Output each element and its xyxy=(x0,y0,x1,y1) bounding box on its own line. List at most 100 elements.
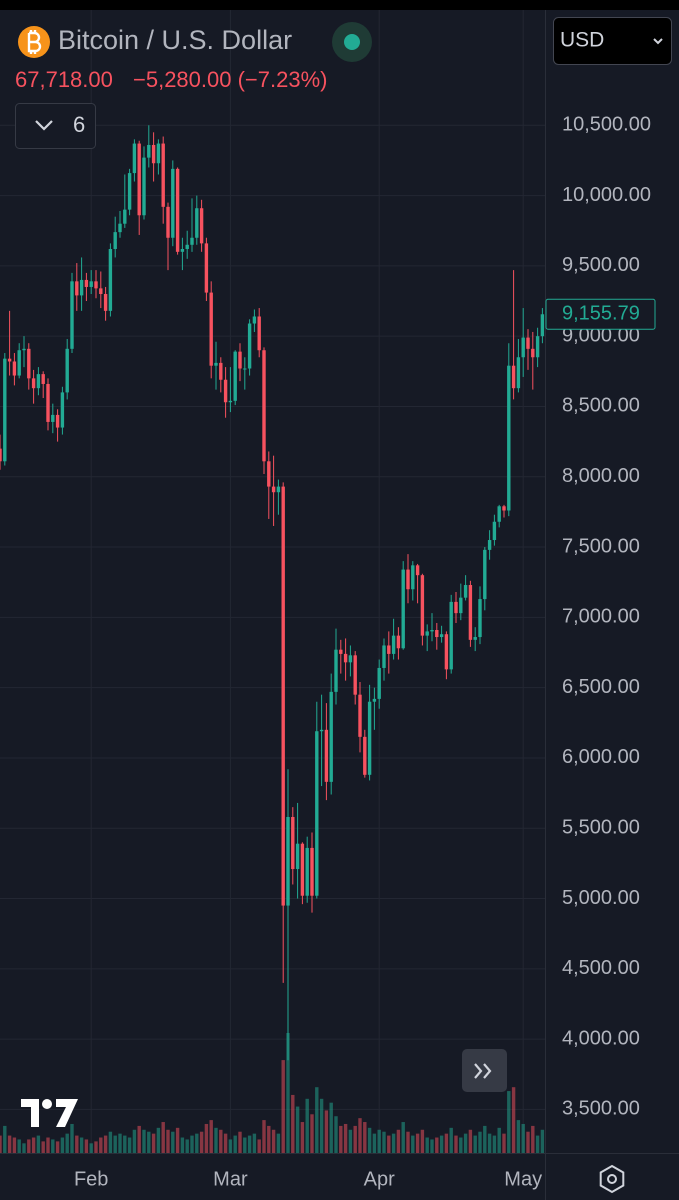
volume-bar xyxy=(27,1139,31,1153)
candle-body xyxy=(190,237,194,245)
y-tick-label: 4,500.00 xyxy=(562,957,640,979)
volume-bar xyxy=(348,1129,353,1153)
volume-bar xyxy=(60,1137,65,1153)
volume-bar xyxy=(454,1135,458,1153)
volume-bar xyxy=(70,1123,74,1153)
volume-bar xyxy=(238,1131,242,1153)
settings-icon[interactable] xyxy=(599,1164,625,1194)
volume-bar xyxy=(209,1120,213,1153)
volume-bar xyxy=(36,1135,41,1153)
grid xyxy=(0,10,545,1153)
currency-dropdown[interactable] xyxy=(553,17,672,65)
candle-body xyxy=(353,655,357,695)
candle-body xyxy=(391,635,396,654)
volume-bar xyxy=(166,1129,170,1153)
candle-body xyxy=(161,143,165,207)
volume-bar xyxy=(137,1125,141,1153)
y-tick-label: 6,000.00 xyxy=(562,746,640,768)
candle-body xyxy=(372,698,377,702)
candle-body xyxy=(27,348,31,379)
candle-body xyxy=(113,232,117,250)
candle-body xyxy=(291,816,295,870)
volume-bar xyxy=(123,1135,127,1153)
y-tick-label: 4,000.00 xyxy=(562,1027,640,1049)
candle-body xyxy=(535,336,540,358)
volume-bar xyxy=(31,1137,36,1153)
volume-bar xyxy=(228,1139,233,1153)
volume-bar xyxy=(367,1127,372,1153)
candle-body xyxy=(204,243,209,293)
status-bar xyxy=(0,0,679,10)
candle-body xyxy=(156,143,161,164)
currency-select[interactable]: USD xyxy=(553,17,672,65)
volume-bar xyxy=(420,1129,425,1153)
candle-body xyxy=(60,392,65,428)
volume-bar xyxy=(276,1133,281,1153)
volume-bar xyxy=(214,1127,218,1153)
candle-body xyxy=(487,540,492,550)
volume-bar xyxy=(65,1133,69,1153)
volume-bar xyxy=(84,1139,89,1153)
candle-body xyxy=(94,281,98,289)
volume-bar xyxy=(516,1120,521,1153)
chevron-down xyxy=(653,38,663,45)
candle-body xyxy=(415,565,420,576)
volume-bar xyxy=(41,1141,45,1153)
volume-bar xyxy=(175,1127,180,1153)
volume-bar xyxy=(55,1141,60,1153)
volume-bar xyxy=(415,1133,420,1153)
volume-bar xyxy=(358,1118,362,1153)
candle-body xyxy=(497,506,501,522)
candle-body xyxy=(214,362,218,366)
volume-bar xyxy=(219,1129,223,1153)
volume-bar xyxy=(507,1091,511,1153)
y-tick-label: 5,500.00 xyxy=(562,817,640,839)
candle-body xyxy=(70,281,74,349)
volume-bar xyxy=(142,1129,146,1153)
candle-body xyxy=(540,314,545,337)
scroll-button[interactable] xyxy=(462,1049,507,1092)
volume-bar xyxy=(199,1131,204,1153)
volume-bar xyxy=(411,1135,415,1153)
indicators-button[interactable] xyxy=(15,103,96,149)
volume-bar xyxy=(343,1123,348,1153)
candle-body xyxy=(12,361,17,376)
volume-bar xyxy=(281,1060,285,1153)
volume-bar xyxy=(161,1122,165,1153)
candle-body xyxy=(65,348,69,393)
candle-body xyxy=(132,143,137,174)
volume-bar xyxy=(483,1125,487,1153)
candle-body xyxy=(463,585,468,598)
volume-bar xyxy=(497,1127,501,1153)
candle-body xyxy=(41,374,45,384)
candle-body xyxy=(411,565,415,590)
scroll-to-realtime[interactable] xyxy=(462,1049,507,1092)
candle-body xyxy=(305,847,309,896)
candle-body xyxy=(483,549,487,600)
candle-body xyxy=(300,843,305,896)
volume-bar xyxy=(526,1131,530,1153)
y-tick-label: 6,500.00 xyxy=(562,676,640,698)
settings[interactable] xyxy=(599,1164,625,1194)
indicators-toggle[interactable]: 6 xyxy=(15,103,96,149)
x-tick-label: May xyxy=(504,1168,542,1190)
candle-body xyxy=(247,323,252,369)
candle-body xyxy=(199,208,204,244)
volume-bar xyxy=(0,1135,2,1153)
volume-bar xyxy=(113,1135,117,1153)
x-tick-label: Apr xyxy=(364,1168,395,1190)
candle-body xyxy=(233,351,237,401)
candle-body xyxy=(228,400,233,403)
candle-body xyxy=(449,601,453,670)
candle-body xyxy=(7,358,12,362)
candle-body xyxy=(516,357,521,389)
volume-bar xyxy=(118,1133,122,1153)
volume-bar xyxy=(334,1116,338,1153)
y-tick-label: 8,500.00 xyxy=(562,395,640,417)
volume-bar xyxy=(459,1137,463,1153)
candle-body xyxy=(108,249,113,311)
candle-body xyxy=(473,637,477,640)
candle-body xyxy=(358,694,362,737)
volume-bar xyxy=(291,1094,295,1153)
volume-bar xyxy=(46,1137,50,1153)
